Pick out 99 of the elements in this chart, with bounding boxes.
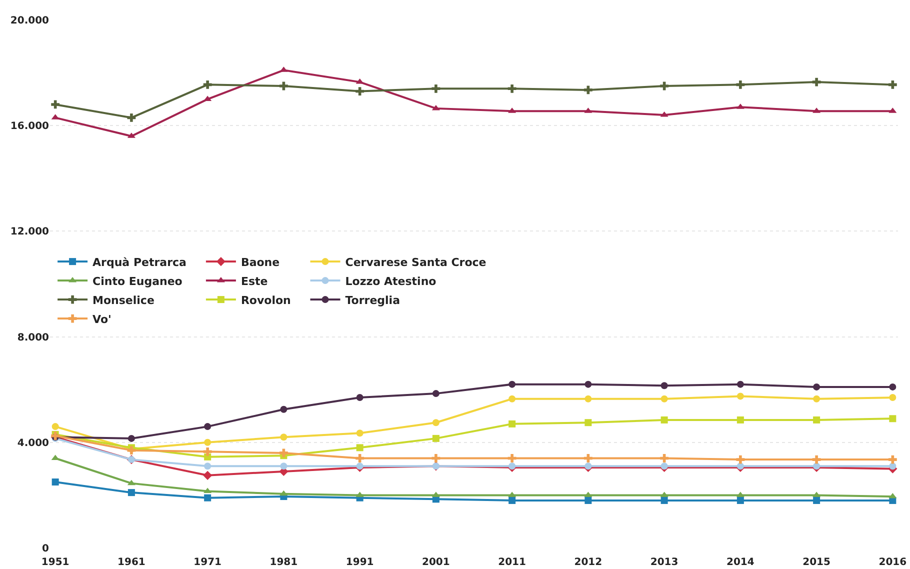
legend-label: Este [240,274,268,288]
point [584,462,592,470]
point [508,462,516,470]
point [203,470,212,480]
point [736,496,744,504]
point [813,395,820,402]
point [813,383,820,390]
point [280,434,288,441]
point [889,383,896,390]
point [204,423,212,430]
point [356,462,364,470]
point [508,380,516,388]
point [203,80,212,89]
point [128,434,135,442]
point [432,390,440,398]
point [279,82,288,90]
point [660,454,669,462]
legend-label: Baone [240,256,280,269]
point [584,395,592,402]
point [736,80,745,89]
point [508,454,516,462]
point [508,496,516,504]
point [279,448,288,458]
point [660,462,668,470]
point [812,455,821,464]
point [204,462,212,470]
point [356,454,364,462]
point [432,84,440,93]
point [736,455,745,464]
y-tick-label: 20.000 [10,16,50,26]
point [813,416,820,424]
x-tick-label: 1951 [41,557,70,568]
x-tick-label: 2015 [802,557,830,568]
point [432,419,440,426]
point [280,490,288,496]
legend-label: Cervarese Santa Croce [345,256,486,269]
point [660,382,668,390]
point [204,438,212,446]
point [660,416,668,424]
x-tick-label: 1991 [346,557,374,568]
point [356,394,364,402]
y-tick-label: 16.000 [10,121,50,132]
x-tick-label: 2011 [498,557,526,568]
x-tick-label: 2001 [422,557,450,568]
point [584,419,592,426]
point [127,480,136,486]
point [280,462,288,470]
point [660,82,669,90]
legend-label: Torreglia [345,294,400,307]
point [356,444,364,452]
point [52,478,59,486]
y-tick-label: 8.000 [17,332,50,344]
x-tick-label: 2013 [650,557,678,568]
point [584,454,592,462]
y-tick-label: 12.000 [10,226,50,238]
legend-label: Lozzo Atestino [345,274,437,288]
point [508,395,516,402]
x-tick-label: 1971 [194,557,222,568]
legend-label: Monselice [92,294,154,307]
x-tick-label: 2014 [726,557,754,568]
point [813,496,820,504]
point [660,395,668,402]
legend-label: Cinto Euganeo [92,274,183,288]
point [508,84,516,93]
point [584,380,592,388]
point [584,496,592,504]
point [508,420,516,428]
x-tick-label: 2016 [878,557,907,568]
point [584,86,592,94]
x-tick-label: 1961 [118,557,146,568]
point [889,415,896,422]
legend-label: Rovolon [240,294,291,307]
point [432,104,440,110]
point [889,394,896,402]
point [128,489,135,496]
point [51,100,60,109]
point [888,80,897,89]
y-tick-label: 4.000 [17,438,50,449]
point [888,455,897,464]
point [432,454,440,462]
point [736,416,744,424]
point [280,406,288,413]
point [356,430,364,437]
point [203,447,212,456]
point [204,494,212,502]
legend-label: Arquà Petrarca [92,256,186,269]
point [432,434,440,442]
point [736,392,744,400]
point [356,87,364,96]
point [812,78,821,86]
point [127,446,136,455]
y-tick-label: 0 [42,544,50,554]
point [660,496,668,504]
point [736,380,744,388]
point [52,423,59,430]
x-tick-label: 2012 [574,557,602,568]
x-tick-label: 1981 [270,557,298,568]
legend-label: Vo' [92,312,112,326]
point [127,113,136,122]
